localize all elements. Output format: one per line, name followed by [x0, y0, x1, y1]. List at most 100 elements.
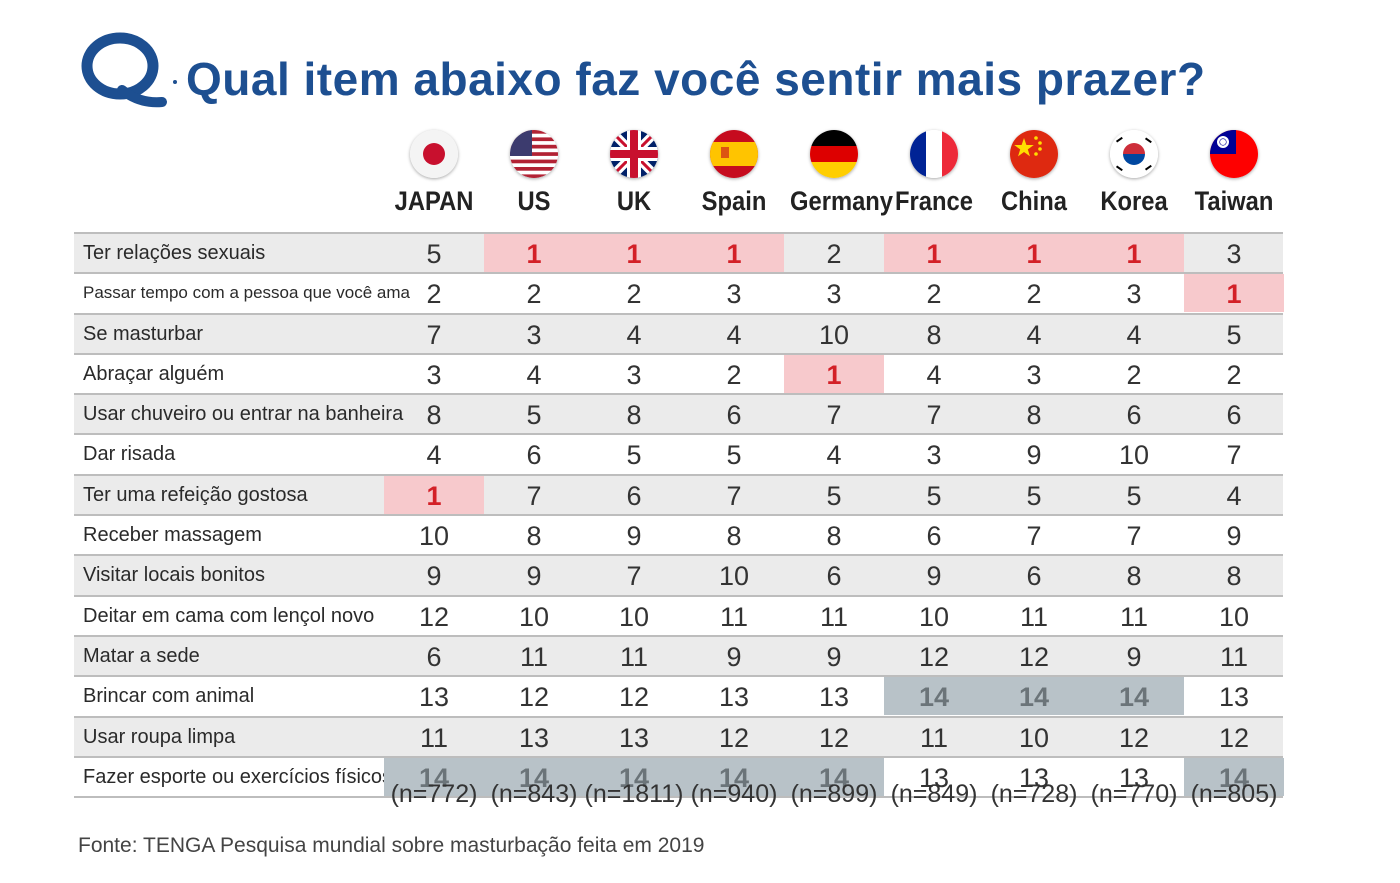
rank-cell: 10 — [918, 601, 950, 632]
rank-cell: 12 — [1218, 722, 1250, 753]
rank-cell: 1 — [784, 354, 884, 393]
rank-cell: 12 — [518, 682, 550, 713]
rank-cell: 13 — [518, 722, 550, 753]
rank-cell: 6 — [926, 521, 942, 552]
rank-cell: 6 — [1126, 400, 1142, 431]
rank-cell: 14 — [984, 677, 1084, 716]
rank-cell: 13 — [1018, 762, 1050, 793]
rank-cell: 7 — [1126, 521, 1142, 552]
table-row: Dar risada 4 6 5 5 4 3 9 10 7 — [74, 435, 1283, 476]
spain-flag-icon — [710, 130, 758, 178]
rank-cell: 6 — [1226, 400, 1242, 431]
rank-cell: 3 — [626, 359, 642, 390]
column-header-germany: Germany — [790, 186, 894, 216]
rank-cell: 11 — [719, 601, 749, 632]
column-header-china: China — [1000, 186, 1067, 216]
sample-size-korea: (n=770) — [1090, 780, 1178, 808]
rank-cell: 14 — [784, 757, 884, 796]
rank-cell: 7 — [726, 480, 742, 511]
table-row: Abraçar alguém 3 4 3 2 1 4 3 2 2 — [74, 354, 1283, 396]
rank-cell: 2 — [426, 279, 442, 310]
rank-cell: 4 — [926, 359, 942, 390]
rank-cell: 4 — [1226, 480, 1242, 511]
rank-cell: 10 — [518, 601, 550, 632]
rank-cell: 14 — [1084, 677, 1184, 716]
rank-cell: 4 — [626, 319, 642, 350]
rank-cell: 12 — [918, 641, 950, 672]
column-header-japan: JAPAN — [394, 186, 474, 216]
rank-cell: 10 — [1118, 440, 1150, 471]
column-header-spain: Spain — [701, 186, 767, 216]
column-header-korea: Korea — [1100, 186, 1168, 216]
column-header-us: US — [517, 186, 551, 216]
sample-size-germany: (n=899) — [790, 780, 878, 808]
rank-cell: 1 — [1184, 274, 1284, 313]
rank-cell: 12 — [418, 601, 450, 632]
rank-cell: 3 — [1026, 359, 1042, 390]
rank-cell: 9 — [826, 641, 842, 672]
rank-cell: 7 — [626, 561, 642, 592]
rank-cell: 10 — [418, 521, 450, 552]
uk-flag-icon — [610, 130, 658, 178]
rank-cell: 2 — [1026, 279, 1042, 310]
rank-cell: 8 — [426, 400, 442, 431]
rank-cell: 12 — [1018, 641, 1050, 672]
row-label: Abraçar alguém — [83, 362, 225, 385]
rank-cell: 11 — [619, 641, 649, 672]
row-label: Ter uma refeição gostosa — [83, 483, 308, 506]
table-row: Passar tempo com a pessoa que você ama 2 2… — [74, 274, 1284, 315]
rank-cell: 11 — [1119, 601, 1149, 632]
table-row: Fazer esporte ou exercícios físicos 14 14 1… — [74, 757, 1284, 799]
japan-flag-icon — [410, 130, 458, 178]
table-row: Brincar com animal 13 12 12 13 13 14 14 14 13 — [74, 677, 1283, 718]
rank-cell: 7 — [1226, 440, 1242, 471]
sample-size-row: (n=772) (n=843) (n=1811) (n=940) (n=899)… — [0, 780, 1400, 820]
rank-cell: 7 — [826, 400, 842, 431]
rank-cell: 9 — [426, 561, 442, 592]
rank-cell: 4 — [1026, 319, 1042, 350]
row-label: Brincar com animal — [83, 685, 255, 708]
rank-cell: 14 — [584, 757, 684, 796]
china-flag-icon — [1010, 130, 1058, 178]
rank-cell: 2 — [826, 239, 842, 269]
q-logo-icon — [80, 32, 180, 112]
rank-cell: 6 — [426, 641, 442, 672]
rank-cell: 10 — [718, 561, 750, 592]
rank-cell: 14 — [684, 757, 784, 796]
rank-cell: 9 — [526, 561, 542, 592]
table-row: Se masturbar 7 3 4 4 10 8 4 4 5 — [74, 314, 1283, 355]
rank-cell: 12 — [618, 682, 650, 713]
sample-size-china: (n=728) — [990, 780, 1078, 808]
rank-cell: 10 — [618, 601, 650, 632]
row-label: Receber massagem — [83, 524, 262, 547]
rank-cell: 2 — [626, 279, 642, 310]
rank-cell: 10 — [818, 319, 850, 350]
row-label: Usar roupa limpa — [83, 725, 236, 748]
rank-cell: 11 — [1019, 601, 1049, 632]
rank-cell: 8 — [1226, 561, 1242, 592]
rank-cell: 13 — [818, 682, 850, 713]
rank-cell: 5 — [426, 239, 442, 269]
rank-cell: 1 — [984, 234, 1084, 272]
row-label: Dar risada — [83, 443, 176, 466]
korea-flag-icon — [1110, 130, 1158, 178]
row-label: Ter relações sexuais — [83, 242, 266, 264]
france-flag-icon — [910, 130, 958, 178]
rank-cell: 1 — [384, 475, 484, 514]
rank-cell: 6 — [1026, 561, 1042, 592]
column-header-france: France — [895, 186, 973, 216]
row-label: Usar chuveiro ou entrar na banheira — [83, 403, 404, 426]
rank-cell: 2 — [1226, 359, 1242, 390]
rank-cell: 9 — [1126, 641, 1142, 672]
rank-cell: 7 — [426, 319, 442, 350]
rank-cell: 8 — [1126, 561, 1142, 592]
rank-cell: 12 — [718, 722, 750, 753]
rank-cell: 5 — [726, 440, 742, 471]
rank-cell: 3 — [1226, 239, 1242, 269]
rank-cell: 4 — [726, 319, 742, 350]
rank-cell: 4 — [826, 440, 842, 471]
rank-cell: 13 — [418, 682, 450, 713]
flag-row — [0, 130, 1400, 182]
rank-cell: 6 — [626, 480, 642, 511]
table-row: Ter relações sexuais 5 1 1 1 2 1 1 1 3 — [74, 232, 1283, 275]
